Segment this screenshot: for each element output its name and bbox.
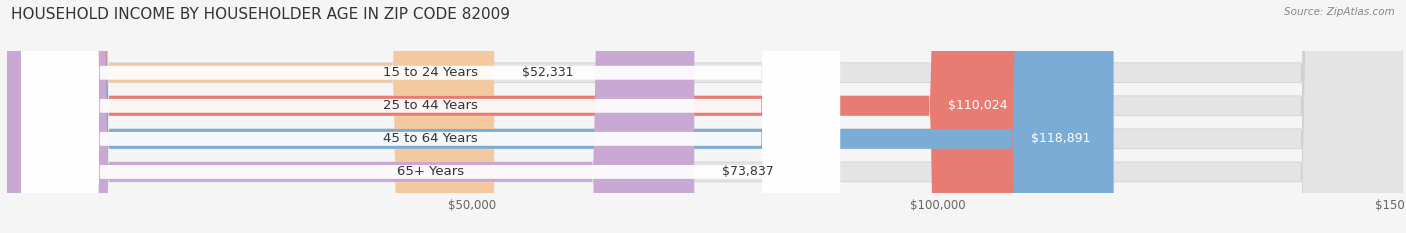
FancyBboxPatch shape [21,0,839,233]
FancyBboxPatch shape [7,0,1403,233]
FancyBboxPatch shape [7,0,1114,233]
FancyBboxPatch shape [21,0,839,233]
FancyBboxPatch shape [21,0,839,233]
Text: 15 to 24 Years: 15 to 24 Years [382,66,478,79]
FancyBboxPatch shape [7,0,1403,233]
Text: HOUSEHOLD INCOME BY HOUSEHOLDER AGE IN ZIP CODE 82009: HOUSEHOLD INCOME BY HOUSEHOLDER AGE IN Z… [11,7,510,22]
FancyBboxPatch shape [7,0,695,233]
FancyBboxPatch shape [7,0,1031,233]
Text: 25 to 44 Years: 25 to 44 Years [382,99,478,112]
FancyBboxPatch shape [7,0,494,233]
Text: $118,891: $118,891 [1031,132,1091,145]
Text: $52,331: $52,331 [522,66,574,79]
FancyBboxPatch shape [7,0,1403,233]
Text: $110,024: $110,024 [948,99,1008,112]
FancyBboxPatch shape [7,0,1403,233]
Text: $73,837: $73,837 [723,165,773,178]
Text: 45 to 64 Years: 45 to 64 Years [384,132,478,145]
Text: Source: ZipAtlas.com: Source: ZipAtlas.com [1284,7,1395,17]
FancyBboxPatch shape [21,0,839,233]
Text: 65+ Years: 65+ Years [396,165,464,178]
